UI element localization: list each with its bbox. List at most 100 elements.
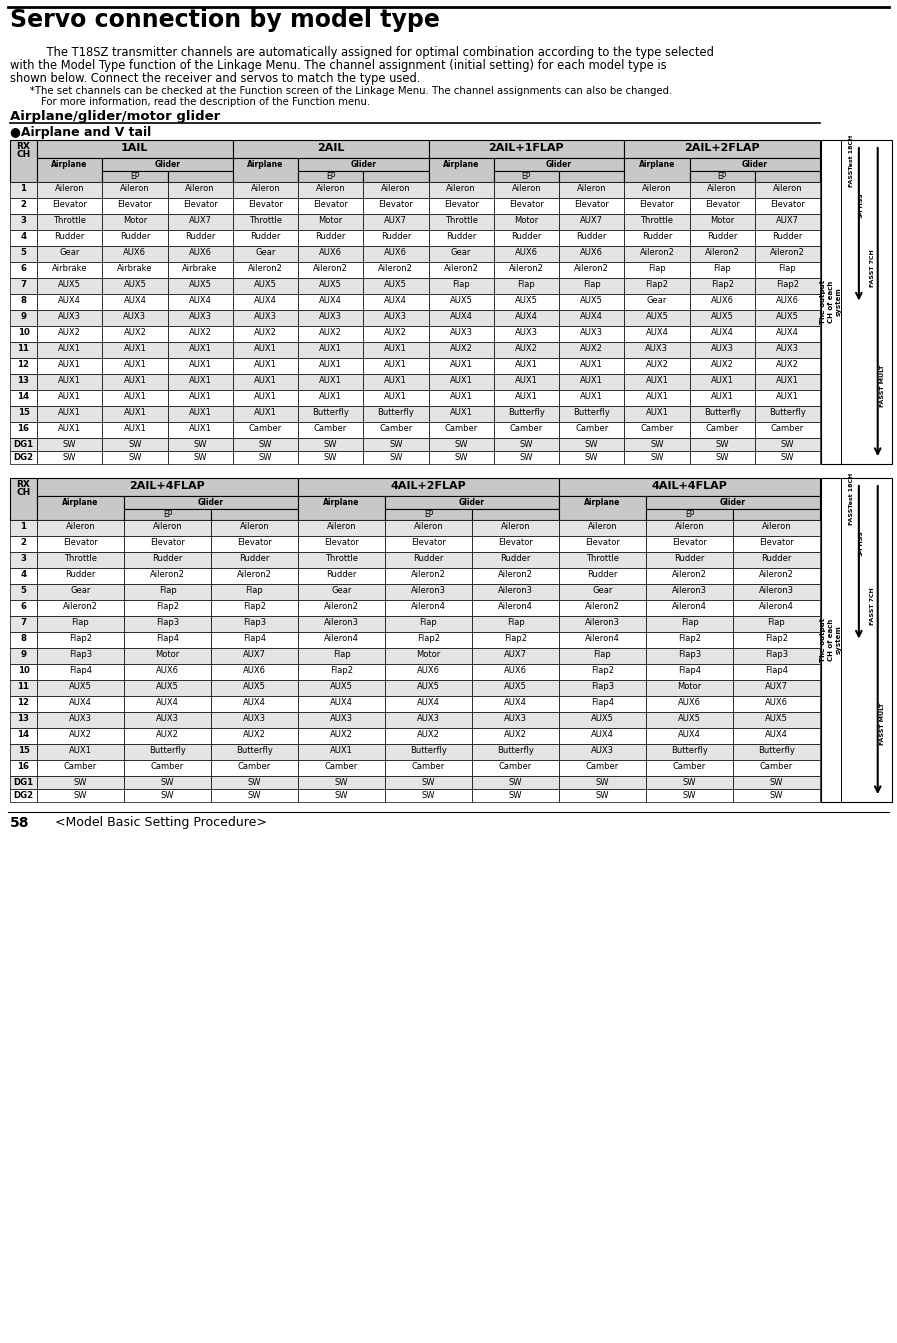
Text: AUX6: AUX6 [678,698,701,706]
Text: AUX3: AUX3 [124,312,146,321]
Text: AUX1: AUX1 [124,424,146,432]
Text: Elevator: Elevator [183,200,218,210]
Bar [232,326,298,342]
Bar [472,552,559,568]
Text: SW: SW [509,778,522,787]
Text: CH: CH [16,488,30,497]
Bar [754,214,820,230]
Bar [733,760,820,776]
Text: Aileron4: Aileron4 [324,634,359,643]
Text: AUX7: AUX7 [776,216,799,226]
Text: Motor: Motor [318,216,343,226]
Bar [298,158,429,171]
Bar [124,712,211,728]
Bar [102,294,168,310]
Bar [168,422,232,438]
Text: CH: CH [16,150,30,158]
Bar [298,183,363,197]
Bar [363,406,429,422]
Bar [624,140,820,158]
Bar [37,214,102,230]
Bar [690,246,754,262]
Bar [124,600,211,616]
Text: For more information, read the description of the Function menu.: For more information, read the descripti… [28,97,370,107]
Bar [646,600,733,616]
Text: SW: SW [683,778,696,787]
Bar [102,183,168,197]
Text: SW: SW [194,441,207,449]
Bar [232,246,298,262]
Text: Motor: Motor [416,650,440,659]
Text: Elevator: Elevator [150,539,185,547]
Bar [298,584,385,600]
Text: Flap: Flap [452,279,470,289]
Text: 3: 3 [21,555,27,563]
Bar [754,326,820,342]
Text: Elevator: Elevator [705,200,739,210]
Text: Camber: Camber [575,424,608,432]
Text: Motor: Motor [677,682,701,692]
Text: EP: EP [163,510,172,518]
Bar [385,633,472,649]
Bar [37,600,124,616]
Text: AUX1: AUX1 [515,376,538,385]
Text: SW: SW [683,791,696,800]
Text: Aileron: Aileron [55,184,84,193]
Bar [646,496,820,509]
Text: Motor: Motor [123,216,147,226]
Text: Aileron: Aileron [381,184,411,193]
Text: SW: SW [389,453,403,462]
Bar [646,728,733,744]
Text: AUX4: AUX4 [58,295,81,305]
Text: EP: EP [718,172,727,181]
Text: AUX1: AUX1 [254,376,277,385]
Bar [363,214,429,230]
Text: Aileron2: Aileron2 [313,265,348,273]
Bar [385,680,472,696]
Text: AUX1: AUX1 [319,392,342,402]
Bar [37,373,102,389]
Bar [429,262,493,278]
Text: Aileron2: Aileron2 [498,569,533,579]
Text: Aileron: Aileron [414,522,443,530]
Bar [232,389,298,406]
Text: Motor: Motor [155,650,179,659]
Text: Camber: Camber [64,761,97,771]
Bar [298,649,385,663]
Bar [10,600,37,616]
Bar [298,230,363,246]
Bar [559,451,624,463]
Text: AUX2: AUX2 [69,731,91,739]
Bar [472,649,559,663]
Text: 2: 2 [21,200,27,210]
Text: AUX2: AUX2 [58,328,81,337]
Text: AUX1: AUX1 [449,392,473,402]
Bar [10,140,37,183]
Text: EP: EP [423,510,433,518]
Bar [493,230,559,246]
Text: AUX2: AUX2 [417,731,440,739]
Bar [124,728,211,744]
Text: Aileron2: Aileron2 [640,248,675,257]
Text: 1: 1 [21,522,27,530]
Text: 2: 2 [21,539,27,547]
Text: 7: 7 [21,618,27,627]
Bar [37,568,124,584]
Bar [10,568,37,584]
Text: AUX5: AUX5 [591,714,614,723]
Bar [690,326,754,342]
Bar [37,776,124,788]
Bar [124,663,211,680]
Bar [211,568,298,584]
Text: Glider: Glider [350,160,376,169]
Text: AUX6: AUX6 [124,248,146,257]
Bar [559,373,624,389]
Bar [733,536,820,552]
Bar [211,616,298,633]
Bar [10,776,37,788]
Text: AUX5: AUX5 [515,295,538,305]
Text: Flap2: Flap2 [765,634,788,643]
Text: AUX4: AUX4 [515,312,538,321]
Bar [733,744,820,760]
Bar [559,496,646,520]
